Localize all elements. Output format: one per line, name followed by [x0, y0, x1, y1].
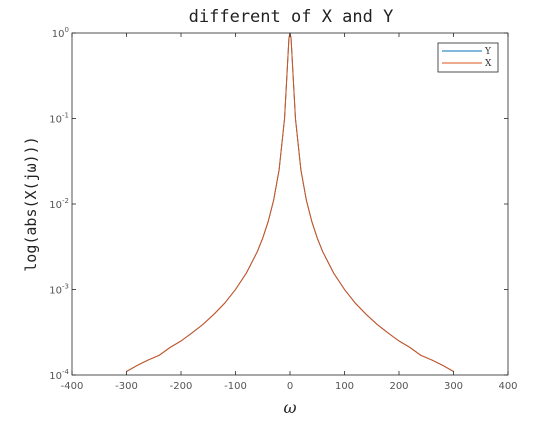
x-tick-label: 0: [287, 381, 293, 392]
plot-area: [72, 33, 508, 375]
legend-box: [437, 42, 499, 73]
x-tick-label: 400: [498, 381, 517, 392]
x-tick-label: 200: [389, 381, 408, 392]
x-tick-label: -400: [61, 381, 84, 392]
y-tick-label: 100: [52, 26, 69, 40]
x-tick-label: -300: [115, 381, 138, 392]
legend-label-x: X: [485, 59, 492, 69]
legend: YX: [437, 42, 499, 73]
x-tick-label: -200: [170, 381, 193, 392]
y-tick-label: 10-3: [49, 283, 69, 297]
legend-label-y: Y: [484, 47, 492, 57]
y-tick-label: 10-2: [49, 197, 69, 211]
x-tick-label: -100: [224, 381, 247, 392]
tick-layer: -400 -300 -200 -100 0 100 200 300 400 10-4 10-3 10-…: [49, 26, 517, 392]
chart-title: different of X and Y: [189, 7, 394, 27]
x-tick-label: 100: [335, 381, 354, 392]
y-axis-label: log(abs(X(jω))): [22, 136, 40, 271]
x-axis-label: ω: [283, 398, 296, 417]
y-tick-label: 10-1: [49, 112, 69, 126]
y-tick-label: 10-4: [49, 368, 69, 382]
x-tick-label: 300: [444, 381, 463, 392]
